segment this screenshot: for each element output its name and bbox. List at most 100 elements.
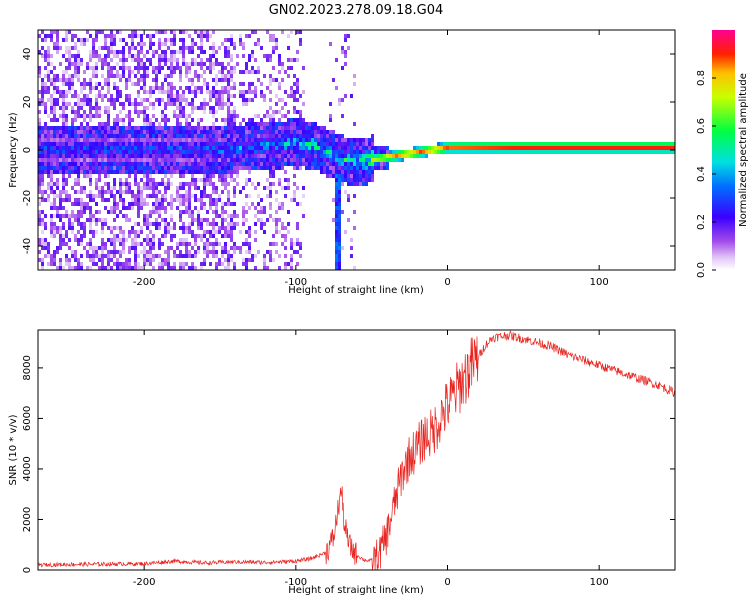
heatmap-cell [68, 198, 71, 202]
heatmap-cell [284, 90, 287, 94]
heatmap-cell [164, 230, 167, 234]
heatmap-cell [92, 230, 95, 234]
heatmap-cell [107, 170, 110, 174]
heatmap-cell [662, 150, 665, 154]
heatmap-cell [143, 130, 146, 134]
heatmap-cell [122, 66, 125, 70]
heatmap-cell [374, 154, 377, 158]
heatmap-cell [53, 214, 56, 218]
heatmap-cell [116, 70, 119, 74]
heatmap-cell [173, 226, 176, 230]
heatmap-cell [239, 122, 242, 126]
heatmap-cell [215, 142, 218, 146]
heatmap-cell [68, 162, 71, 166]
heatmap-cell [284, 234, 287, 238]
heatmap-cell [227, 134, 230, 138]
heatmap-cell [626, 150, 629, 154]
heatmap-cell [221, 190, 224, 194]
heatmap-cell [335, 86, 338, 90]
heatmap-cell [635, 142, 638, 146]
heatmap-cell [293, 250, 296, 254]
heatmap-cell [209, 146, 212, 150]
heatmap-cell [113, 42, 116, 46]
heatmap-cell [95, 222, 98, 226]
heatmap-cell [224, 122, 227, 126]
heatmap-cell [101, 190, 104, 194]
heatmap-cell [278, 146, 281, 150]
heatmap-cell [305, 162, 308, 166]
heatmap-cell [221, 182, 224, 186]
heatmap-cell [290, 146, 293, 150]
heatmap-cell [128, 174, 131, 178]
heatmap-cell [299, 110, 302, 114]
heatmap-cell [308, 138, 311, 142]
heatmap-cell [176, 94, 179, 98]
heatmap-cell [95, 138, 98, 142]
heatmap-cell [248, 242, 251, 246]
heatmap-cell [239, 230, 242, 234]
heatmap-cell [77, 262, 80, 266]
heatmap-cell [251, 126, 254, 130]
heatmap-cell [161, 134, 164, 138]
heatmap-cell [95, 250, 98, 254]
heatmap-cell [263, 254, 266, 258]
heatmap-cell [335, 146, 338, 150]
heatmap-cell [107, 134, 110, 138]
heatmap-cell [563, 146, 566, 150]
heatmap-cell [242, 70, 245, 74]
heatmap-cell [158, 238, 161, 242]
heatmap-cell [74, 150, 77, 154]
heatmap-cell [107, 110, 110, 114]
heatmap-cell [125, 114, 128, 118]
heatmap-cell [110, 134, 113, 138]
heatmap-cell [248, 130, 251, 134]
heatmap-cell [59, 170, 62, 174]
heatmap-cell [56, 266, 59, 270]
heatmap-cell [146, 106, 149, 110]
heatmap-cell [245, 266, 248, 270]
heatmap-cell [353, 178, 356, 182]
heatmap-cell [98, 130, 101, 134]
heatmap-cell [68, 150, 71, 154]
heatmap-cell [224, 242, 227, 246]
heatmap-cell [227, 46, 230, 50]
heatmap-cell [290, 134, 293, 138]
heatmap-cell [191, 134, 194, 138]
heatmap-cell [329, 162, 332, 166]
heatmap-cell [311, 166, 314, 170]
heatmap-cell [89, 230, 92, 234]
heatmap-cell [365, 174, 368, 178]
heatmap-cell [221, 234, 224, 238]
heatmap-cell [92, 50, 95, 54]
heatmap-cell [248, 170, 251, 174]
heatmap-cell [323, 150, 326, 154]
heatmap-cell [551, 146, 554, 150]
heatmap-cell [56, 134, 59, 138]
heatmap-cell [53, 226, 56, 230]
heatmap-cell [149, 134, 152, 138]
heatmap-cell [80, 82, 83, 86]
heatmap-cell [71, 166, 74, 170]
heatmap-cell [59, 146, 62, 150]
heatmap-cell [107, 90, 110, 94]
heatmap-cell [62, 234, 65, 238]
heatmap-cell [212, 226, 215, 230]
heatmap-cell [83, 78, 86, 82]
heatmap-cell [65, 66, 68, 70]
heatmap-cell [203, 194, 206, 198]
heatmap-cell [104, 42, 107, 46]
heatmap-cell [164, 166, 167, 170]
heatmap-cell [506, 150, 509, 154]
heatmap-cell [50, 130, 53, 134]
heatmap-cell [107, 130, 110, 134]
heatmap-cell [89, 182, 92, 186]
heatmap-cell [50, 174, 53, 178]
heatmap-cell [65, 258, 68, 262]
heatmap-cell [161, 114, 164, 118]
heatmap-cell [125, 94, 128, 98]
heatmap-cell [74, 162, 77, 166]
heatmap-cell [227, 82, 230, 86]
heatmap-cell [593, 150, 596, 154]
heatmap-cell [194, 90, 197, 94]
heatmap-cell [317, 138, 320, 142]
